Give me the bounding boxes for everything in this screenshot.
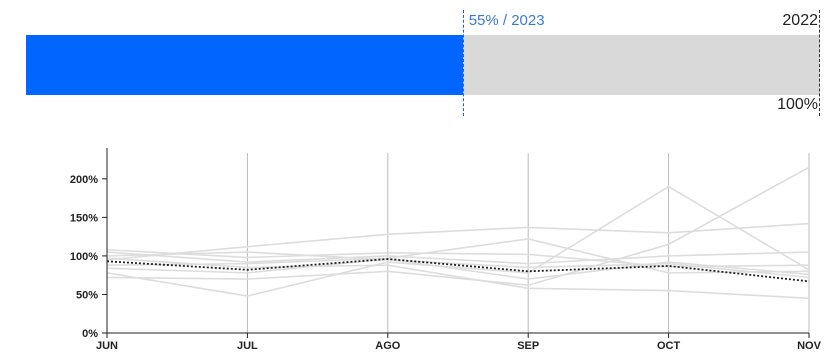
x-tick-label-oct: OCT [657, 340, 681, 352]
y-tick-label: 200% [70, 174, 98, 186]
y-tick-label: 0% [82, 328, 98, 340]
progress-end-line [819, 10, 820, 116]
background-series-8 [106, 258, 810, 280]
background-series-3 [106, 185, 810, 297]
x-tick-label-jun: JUN [96, 340, 118, 352]
line-chart: 0% 50% 100% 150% 200% JUN JUL AGO SEP OCT NOV [70, 148, 822, 352]
progress-marker-label: 55% / 2023 [468, 12, 545, 29]
progress-end-percent: 100% [777, 96, 818, 113]
progress-marker-line [462, 10, 464, 116]
y-tick-label: 100% [70, 251, 98, 263]
background-series-4 [106, 238, 810, 274]
x-tick-label-jul: JUL [237, 340, 258, 352]
chart-axes: 0% 50% 100% 150% 200% JUN JUL AGO SEP OCT NOV [70, 148, 822, 352]
progress-fill [26, 35, 463, 95]
y-tick-label: 150% [70, 212, 98, 224]
progress-comparison: 55% / 2023 2022 100% [0, 0, 827, 120]
background-series-7 [106, 257, 810, 300]
chart-series [106, 166, 810, 300]
background-series-5 [106, 251, 810, 265]
background-series-9 [106, 248, 810, 268]
x-tick-label-nov: NOV [797, 340, 822, 352]
background-series-6 [106, 166, 810, 287]
y-tick-label: 50% [76, 289, 98, 301]
x-tick-label-ago: AGO [375, 340, 401, 352]
progress-track [26, 35, 820, 95]
x-tick-label-sep: SEP [517, 340, 539, 352]
highlight-series [106, 258, 810, 283]
chart-grid [246, 153, 810, 333]
progress-end-year: 2022 [782, 12, 818, 29]
